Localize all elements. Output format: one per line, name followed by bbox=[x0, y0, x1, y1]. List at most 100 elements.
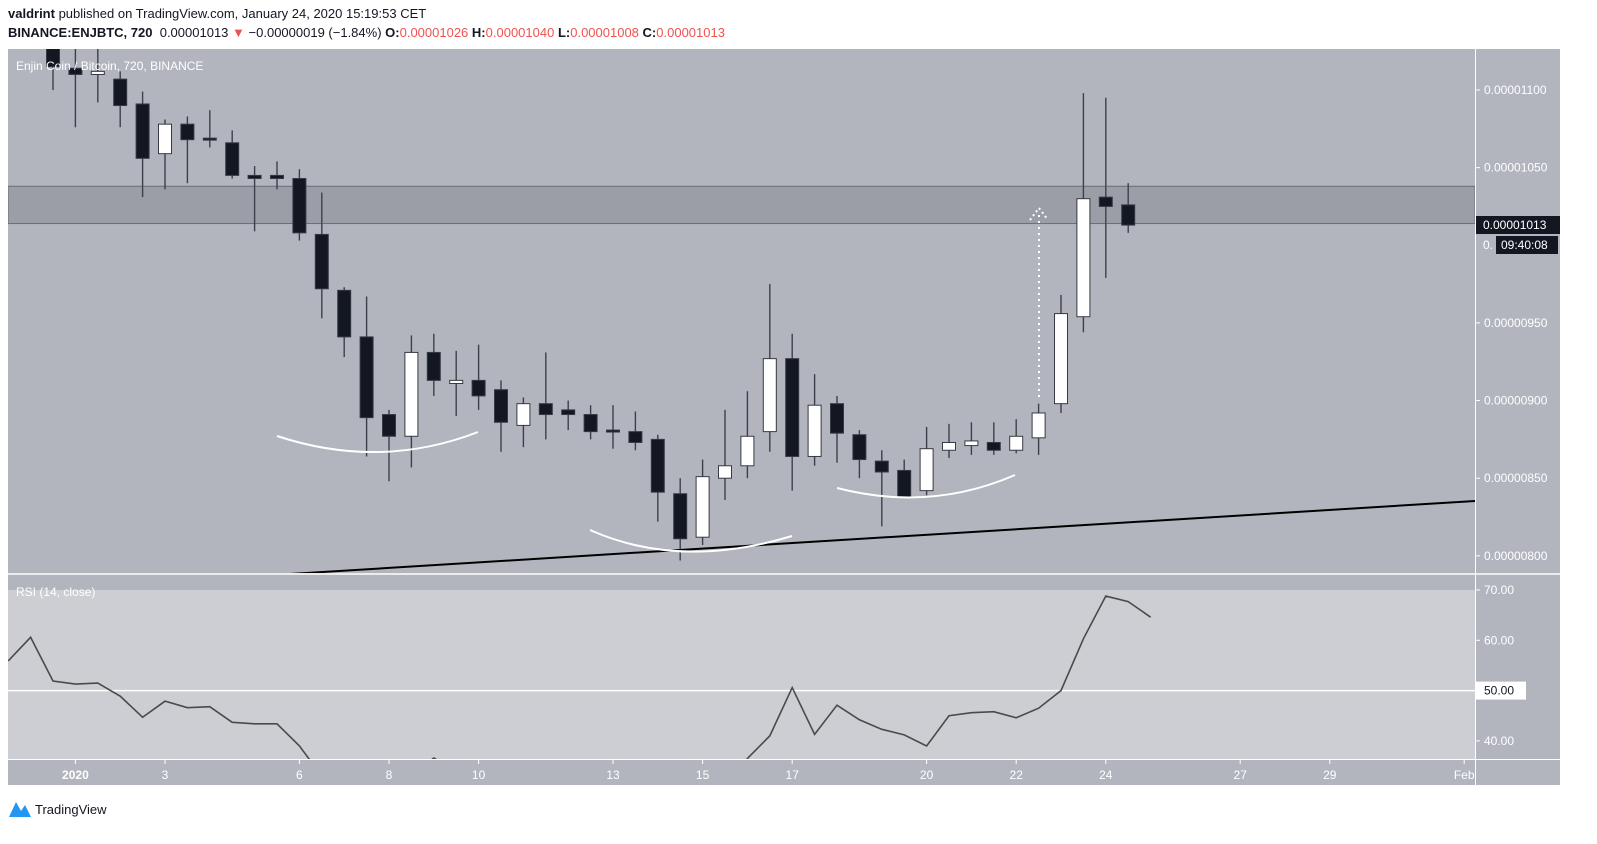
time-tick-label: 27 bbox=[1234, 768, 1248, 782]
candle-down bbox=[382, 409, 396, 482]
candle-down bbox=[68, 49, 83, 128]
candle-body bbox=[830, 403, 844, 434]
tradingview-logo[interactable]: TradingView bbox=[8, 800, 107, 818]
candle-down bbox=[628, 411, 643, 451]
rsi-highlight-label: 50.00 bbox=[1484, 684, 1514, 698]
candle-body bbox=[874, 460, 889, 473]
rsi-band bbox=[8, 590, 1475, 759]
candle-down bbox=[337, 287, 352, 358]
candle-body bbox=[449, 379, 464, 384]
symbol: BINANCE:ENJBTC, 720 bbox=[8, 25, 153, 40]
candle-body bbox=[1098, 196, 1113, 207]
candle-down bbox=[202, 110, 217, 148]
high-label: H: bbox=[471, 25, 486, 40]
drawings bbox=[276, 206, 1475, 574]
candle-body bbox=[337, 289, 352, 338]
rsi-tick-label: 70.00 bbox=[1484, 583, 1514, 597]
candle-down bbox=[538, 352, 553, 440]
time-tick-label: 24 bbox=[1099, 768, 1113, 782]
candle-down bbox=[561, 400, 576, 431]
candle-body bbox=[718, 465, 732, 479]
time-tick-label: Feb bbox=[1454, 768, 1475, 782]
price-tick-label: 0.00000850 bbox=[1484, 471, 1548, 485]
candle-body bbox=[538, 403, 553, 416]
candles bbox=[46, 49, 1136, 561]
candle-down bbox=[650, 434, 665, 522]
resistance-zone[interactable] bbox=[8, 185, 1475, 225]
candle-body bbox=[270, 174, 284, 180]
time-axis[interactable]: 2020 3 6 8 10 13 15 17 20 22 24 27 29 Feb bbox=[62, 760, 1475, 782]
price-tick-label: 0.00001050 bbox=[1484, 161, 1548, 175]
brand-name: TradingView bbox=[35, 801, 107, 817]
candle-up bbox=[762, 284, 777, 452]
candle-body bbox=[158, 123, 172, 155]
last-price: 0.00001013 bbox=[159, 25, 229, 40]
candle-body bbox=[852, 434, 867, 461]
candle-body bbox=[942, 441, 956, 451]
price-axis[interactable]: 0.00000800 0.00000850 0.00000900 0.00000950… bbox=[1476, 83, 1548, 563]
candle-body bbox=[225, 142, 240, 176]
time-tick-label: 22 bbox=[1010, 768, 1024, 782]
candle-down bbox=[830, 395, 844, 463]
ascending-trendline[interactable] bbox=[289, 500, 1475, 574]
author[interactable]: valdrint bbox=[8, 6, 55, 21]
rsi-axis[interactable]: 40.00 60.00 70.00 50.00 bbox=[1476, 583, 1526, 748]
candle-body bbox=[1121, 204, 1136, 226]
time-tick-label: 10 bbox=[472, 768, 486, 782]
arc-left[interactable] bbox=[276, 431, 479, 454]
candle-down bbox=[583, 405, 598, 440]
rsi-tick-label: 40.00 bbox=[1484, 734, 1514, 748]
candle-down bbox=[1121, 183, 1136, 233]
candle-up bbox=[1009, 419, 1024, 454]
candle-down bbox=[292, 169, 307, 241]
candle-body bbox=[740, 435, 755, 467]
candle-body bbox=[46, 49, 60, 68]
candle-body bbox=[426, 351, 441, 381]
candle-body bbox=[561, 409, 576, 416]
candle-down bbox=[494, 380, 508, 452]
candle-body bbox=[113, 78, 128, 107]
rsi-line bbox=[8, 595, 1152, 759]
triangle-down-icon: ▼ bbox=[232, 25, 245, 40]
candle-up bbox=[404, 335, 419, 468]
high-value: 0.00001040 bbox=[485, 25, 555, 40]
time-tick-label: 20 bbox=[920, 768, 934, 782]
candle-body bbox=[314, 233, 329, 290]
candle-body bbox=[1076, 198, 1091, 318]
close-label: C: bbox=[642, 25, 657, 40]
arc-right[interactable] bbox=[836, 474, 1016, 499]
candle-down bbox=[135, 91, 150, 198]
close-value: 0.00001013 bbox=[656, 25, 725, 40]
price-tick-label: 0.00000800 bbox=[1484, 549, 1548, 563]
candle-body bbox=[292, 178, 307, 234]
time-tick-label: 13 bbox=[606, 768, 620, 782]
time-tick-label: 17 bbox=[786, 768, 800, 782]
candle-down bbox=[673, 478, 688, 561]
arrow-head-icon bbox=[1029, 206, 1049, 221]
candle-down bbox=[359, 296, 374, 457]
rsi-title: RSI (14, close) bbox=[16, 585, 95, 599]
candle-down bbox=[986, 422, 1001, 455]
candle-down bbox=[113, 71, 128, 128]
low-value: 0.00001008 bbox=[570, 25, 639, 40]
candle-down bbox=[426, 333, 441, 396]
candle-body bbox=[180, 123, 195, 141]
time-tick-label: 29 bbox=[1323, 768, 1337, 782]
candle-up bbox=[964, 422, 979, 455]
time-tick-label: 8 bbox=[386, 768, 393, 782]
arc-bottom[interactable] bbox=[589, 529, 793, 553]
candle-body bbox=[1009, 435, 1024, 451]
candle-down bbox=[874, 450, 889, 527]
candle-body bbox=[90, 70, 105, 75]
publish-info: valdrint published on TradingView.com, J… bbox=[8, 6, 426, 21]
candle-up bbox=[158, 119, 172, 190]
candle-down bbox=[785, 333, 800, 491]
candle-down bbox=[46, 49, 60, 90]
candle-up bbox=[942, 423, 956, 459]
candle-up bbox=[718, 409, 732, 500]
time-tick-label: 15 bbox=[696, 768, 710, 782]
candle-down bbox=[852, 430, 867, 479]
candle-down bbox=[314, 192, 329, 319]
candle-body bbox=[583, 414, 598, 433]
